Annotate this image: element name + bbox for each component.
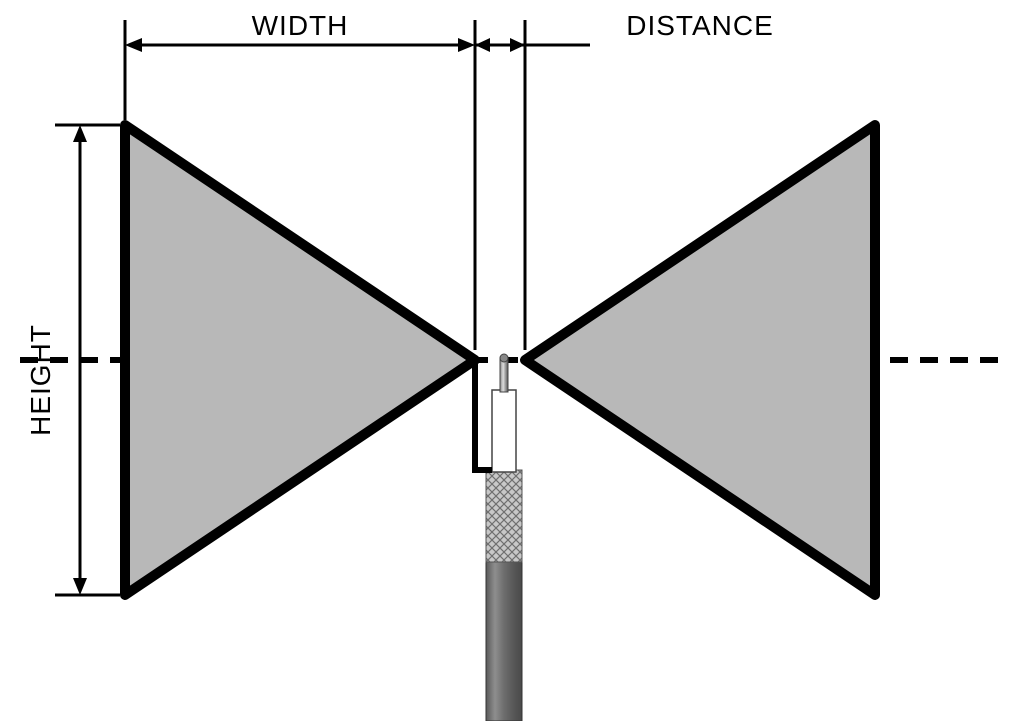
coax-cable — [486, 354, 522, 721]
height-label: HEIGHT — [25, 324, 56, 436]
left-bowtie-wing — [125, 125, 475, 595]
right-bowtie-wing — [525, 125, 875, 595]
width-label: WIDTH — [252, 10, 349, 41]
height-dimension: HEIGHT — [25, 125, 120, 595]
distance-label: DISTANCE — [626, 10, 774, 41]
feed-wire — [475, 360, 489, 470]
bowtie-antenna-diagram: WIDTH DISTANCE HEIGHT — [0, 0, 1024, 721]
